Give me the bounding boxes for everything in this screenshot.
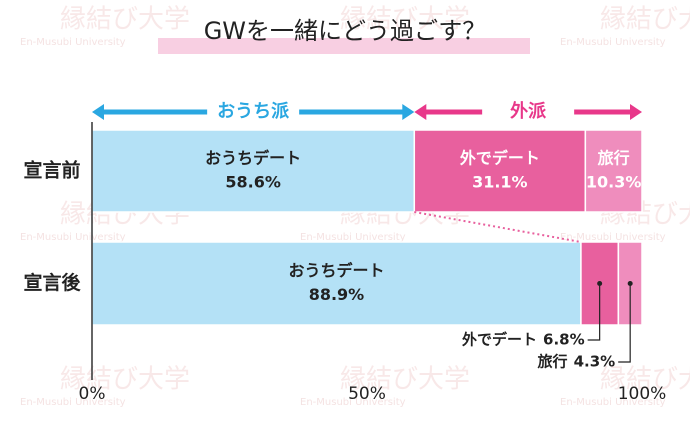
watermark-sub: En-Musubi University: [20, 232, 126, 243]
bar-segment: [91, 129, 416, 213]
watermark-sub: En-Musubi University: [20, 397, 126, 408]
annotation-bg: [207, 100, 300, 124]
watermark-sub: En-Musubi University: [560, 397, 666, 408]
watermark: 縁結び大学 En-Musubi University 縁結び大学 En-Musubi …: [20, 5, 690, 409]
x-tick-label: 100%: [618, 384, 667, 404]
series-label: 旅行: [538, 353, 568, 371]
out-arrow-head: [630, 104, 642, 120]
watermark-logo: 縁結び大学: [600, 5, 690, 35]
series-label: おうちデート: [205, 149, 301, 168]
watermark-logo: 縁結び大学: [340, 5, 470, 35]
chart-title: GWを一緒にどう過ごす？: [204, 17, 487, 45]
watermark-logo: 縁結び大学: [600, 365, 690, 395]
value-label: 58.6%: [225, 173, 281, 192]
title-highlight: [158, 38, 530, 54]
value-label: 6.8%: [543, 331, 585, 349]
home-arrow-head: [402, 104, 415, 120]
value-label: 31.1%: [472, 173, 528, 192]
watermark-sub: En-Musubi University: [560, 232, 666, 243]
series-label: 外でデート: [459, 149, 540, 168]
annotation: おうち派: [217, 101, 290, 122]
series-label: 外でデート: [461, 331, 537, 349]
watermark-sub: En-Musubi University: [560, 37, 666, 48]
annotation-bg: [482, 100, 575, 124]
bar-segment: [413, 129, 587, 213]
leader-line: [587, 283, 601, 341]
watermark-sub: En-Musubi University: [300, 232, 406, 243]
out-arrow-head: [414, 104, 427, 120]
y-tick-label: 宣言後: [23, 271, 81, 294]
x-tick-label: 0%: [79, 384, 106, 404]
annotation: 外派: [510, 100, 547, 122]
value-label: 10.3%: [586, 173, 642, 192]
home-arrow-head: [92, 104, 104, 120]
series-label: おうちデート: [288, 261, 384, 280]
bar-segment: [91, 241, 582, 326]
watermark-sub: En-Musubi University: [300, 397, 406, 408]
series-label: 旅行: [598, 149, 630, 168]
watermark-logo: 縁結び大学: [60, 365, 190, 395]
watermark-logo: 縁結び大学: [340, 365, 470, 395]
value-label: 88.9%: [309, 285, 365, 304]
leader-line: [618, 283, 631, 363]
connector: [414, 211, 582, 243]
value-label: 4.3%: [574, 353, 616, 371]
y-tick-label: 宣言前: [23, 159, 80, 182]
watermark-sub: En-Musubi University: [20, 37, 126, 48]
x-tick-label: 50%: [348, 384, 386, 404]
bar-segment: [584, 129, 643, 213]
watermark-logo: 縁結び大学: [60, 5, 190, 35]
